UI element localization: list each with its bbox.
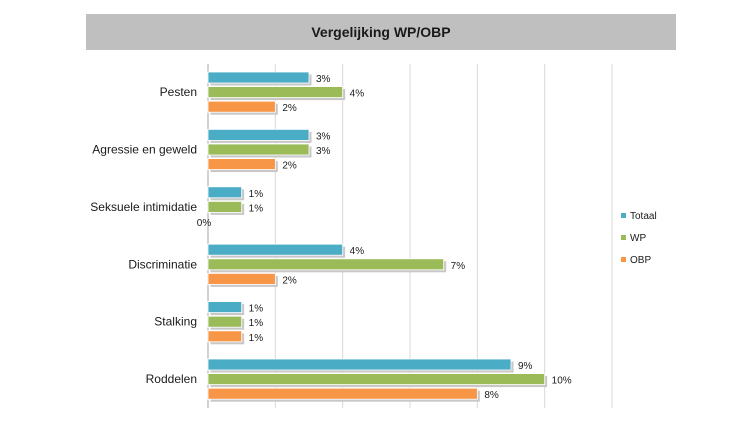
bar-totaal (207, 301, 243, 314)
bar-wp (207, 315, 243, 328)
data-label: 1% (249, 318, 264, 329)
legend-label: Totaal (630, 211, 657, 222)
bar-wp (207, 258, 445, 271)
bar-wp (207, 373, 546, 386)
data-label: 2% (282, 275, 297, 286)
legend-label: WP (630, 233, 646, 244)
bar-totaal (207, 358, 512, 371)
data-label: 3% (316, 74, 331, 85)
legend-label: OBP (630, 255, 651, 266)
data-label: 1% (249, 333, 264, 344)
category-label: Seksuele intimidatie (90, 200, 197, 214)
bar-obp (207, 158, 276, 171)
chart-title-bar: Vergelijking WP/OBP (86, 14, 676, 50)
bar-obp (207, 387, 478, 400)
category-label: Discriminatie (128, 257, 197, 271)
category-label: Roddelen (146, 372, 197, 386)
legend-marker-wp (621, 235, 626, 240)
bar-obp (207, 100, 276, 113)
data-label: 4% (350, 89, 365, 100)
data-label: 3% (316, 131, 331, 142)
legend-marker-totaal (621, 213, 626, 218)
data-label: 9% (518, 361, 533, 372)
bar-obp (207, 272, 276, 285)
data-label: 4% (350, 246, 365, 257)
bar-totaal (207, 128, 310, 141)
bar-wp (207, 143, 310, 156)
category-label: Agressie en geweld (92, 143, 197, 157)
chart-title: Vergelijking WP/OBP (311, 24, 451, 40)
data-label: 1% (249, 203, 264, 214)
bar-totaal (207, 243, 344, 256)
bar-totaal (207, 71, 310, 84)
data-label: 2% (282, 103, 297, 114)
data-label: 8% (484, 390, 499, 401)
bar-wp (207, 200, 243, 213)
bar-totaal (207, 186, 243, 199)
data-label: 10% (552, 376, 572, 387)
data-label: 7% (451, 261, 466, 272)
bar-wp (207, 86, 344, 98)
category-label: Stalking (154, 315, 197, 329)
data-label: 2% (282, 161, 297, 172)
data-label: 3% (316, 146, 331, 157)
data-label: 1% (249, 304, 264, 315)
bar-obp (207, 330, 243, 343)
category-label: Pesten (160, 85, 197, 99)
data-label: 1% (249, 189, 264, 200)
legend-marker-obp (621, 257, 626, 262)
data-label: 0% (197, 218, 212, 229)
